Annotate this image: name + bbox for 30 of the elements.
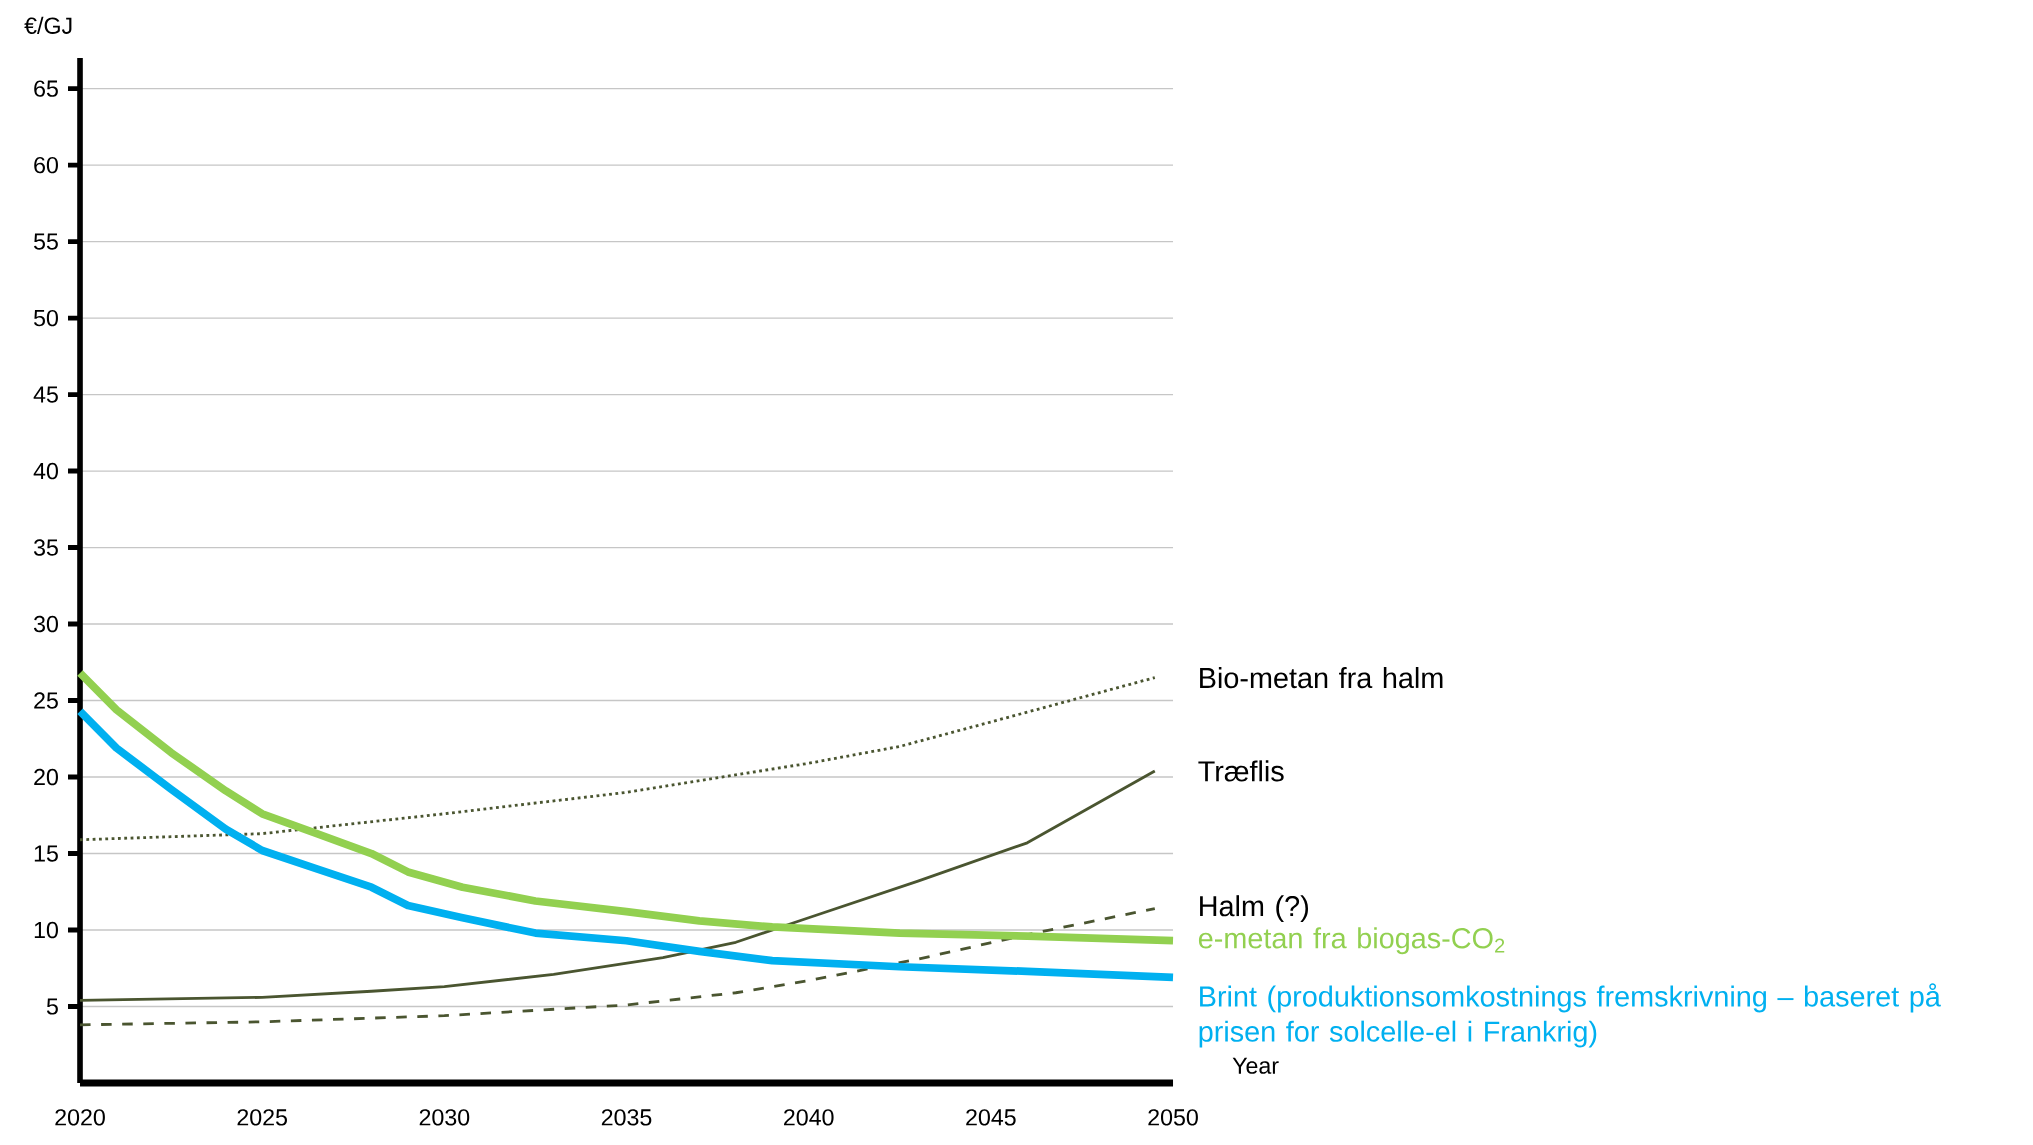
series-label: Bio-metan fra halm <box>1200 667 1443 689</box>
x-tick-label: 2025 <box>237 1109 287 1126</box>
y-tick-label: 30 <box>33 615 58 633</box>
y-tick-label: 40 <box>33 462 58 480</box>
x-tick-label: 2035 <box>601 1109 652 1126</box>
x-tick-label: 2045 <box>966 1109 1016 1126</box>
series-label: Træflis <box>1198 760 1284 782</box>
x-axis-title: Year <box>1232 1057 1279 1074</box>
x-tick-label: 2040 <box>784 1109 834 1126</box>
y-tick-label: 45 <box>33 386 58 403</box>
y-axis-title: €/GJ <box>24 16 72 34</box>
y-tick-label: 10 <box>34 921 58 939</box>
y-tick-label: 15 <box>34 845 58 862</box>
series-label: Halm (?) <box>1200 895 1308 923</box>
line-series <box>78 676 1157 842</box>
x-tick-label: 2020 <box>55 1109 105 1126</box>
y-tick-label: 60 <box>34 156 58 174</box>
x-tick-label: 2030 <box>419 1109 470 1126</box>
y-tick-label: 65 <box>34 80 58 97</box>
y-tick-label: 5 <box>46 998 58 1015</box>
y-tick-label: 50 <box>34 309 58 327</box>
y-tick-label: 25 <box>34 692 58 709</box>
y-tick-label: 20 <box>34 768 58 786</box>
x-tick-label: 2050 <box>1148 1109 1198 1126</box>
line-series <box>78 769 1157 1002</box>
y-tick-label: 35 <box>33 539 58 556</box>
series-label: e-metan fra biogas-CO$_{2}$ <box>1198 927 1505 955</box>
line-series <box>78 907 1157 1027</box>
series-label: Brint (produktionsomkostnings fremskrivning – baseret på prisen for solcelle-el i Frankrig) <box>1199 983 1941 1048</box>
y-tick-label: 55 <box>34 233 58 250</box>
